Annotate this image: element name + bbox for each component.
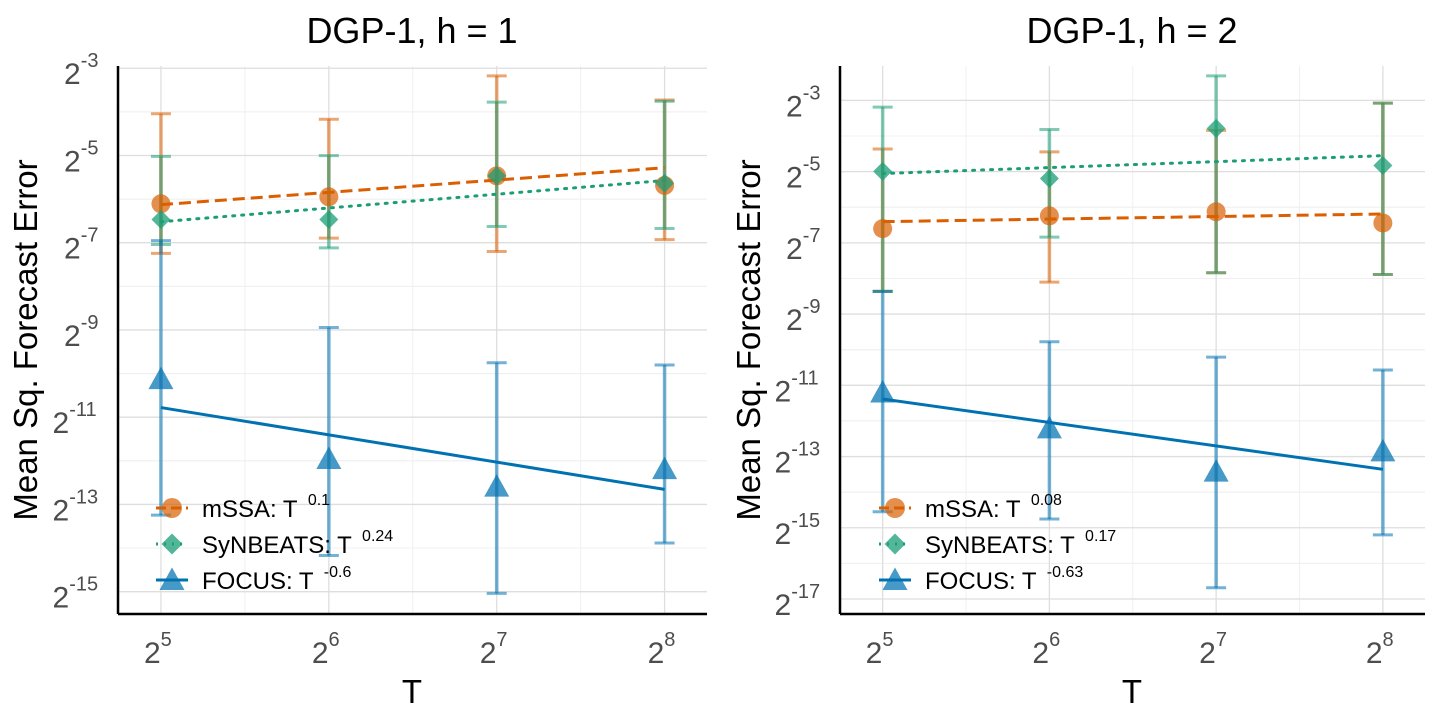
plot-marks [870, 74, 1396, 590]
marker-focus [316, 446, 342, 470]
y-tick-label: 2-9 [786, 296, 820, 337]
marker-synbeats [1039, 169, 1059, 189]
fit-line-mssa [160, 166, 665, 207]
y-axis-label: Mean Sq. Forecast Error [7, 159, 44, 520]
marker-synbeats [487, 166, 507, 186]
marker-synbeats [161, 533, 183, 555]
marker-focus [159, 567, 185, 590]
marker-synbeats [319, 209, 339, 229]
fit-line-mssa [882, 212, 1383, 224]
marker-synbeats [884, 533, 906, 555]
grid-lines [840, 66, 1425, 614]
marker-focus [1036, 415, 1062, 439]
panel-dgp1-h2: DGP-1, h = 2 Mean Sq. Forecast Error T 2… [730, 10, 1425, 710]
marker-synbeats [873, 161, 893, 181]
marker-mssa [1373, 213, 1393, 233]
fit-line-synbeats [881, 154, 1385, 176]
legend-label: FOCUS: T -0.63 [925, 564, 1083, 595]
marker-focus [484, 474, 510, 497]
marker-mssa [1039, 206, 1059, 226]
marker-focus [870, 379, 896, 403]
y-axis-label: Mean Sq. Forecast Error [730, 159, 767, 520]
legend-item-focus: FOCUS: T -0.63 [879, 564, 1083, 595]
marker-synbeats [151, 209, 171, 229]
axes [838, 66, 1425, 616]
panel-title: DGP-1, h = 1 [306, 10, 517, 51]
grid-lines [118, 66, 707, 614]
marker-focus [882, 567, 908, 590]
x-axis-label: T [402, 673, 422, 710]
marker-mssa [873, 219, 893, 239]
panel-title: DGP-1, h = 2 [1026, 10, 1237, 51]
marker-synbeats [1206, 118, 1226, 138]
x-axis-label: T [1122, 673, 1142, 710]
legend-item-synbeats: SyNBEATS: T 0.17 [879, 528, 1116, 559]
marker-synbeats [1373, 155, 1393, 175]
plot-marks [148, 74, 678, 595]
marker-mssa [151, 194, 171, 214]
marker-focus [652, 456, 678, 480]
marker-mssa [1206, 202, 1226, 222]
marker-mssa [319, 187, 339, 207]
marker-focus [1370, 438, 1396, 462]
fit-line-focus [160, 406, 665, 491]
fit-line-focus [882, 397, 1384, 471]
marker-focus [148, 366, 174, 390]
marker-synbeats [655, 173, 675, 193]
marker-mssa [162, 498, 182, 518]
fit-line-synbeats [159, 178, 667, 224]
axes [116, 66, 707, 616]
marker-focus [1203, 459, 1229, 482]
marker-mssa [885, 498, 905, 518]
